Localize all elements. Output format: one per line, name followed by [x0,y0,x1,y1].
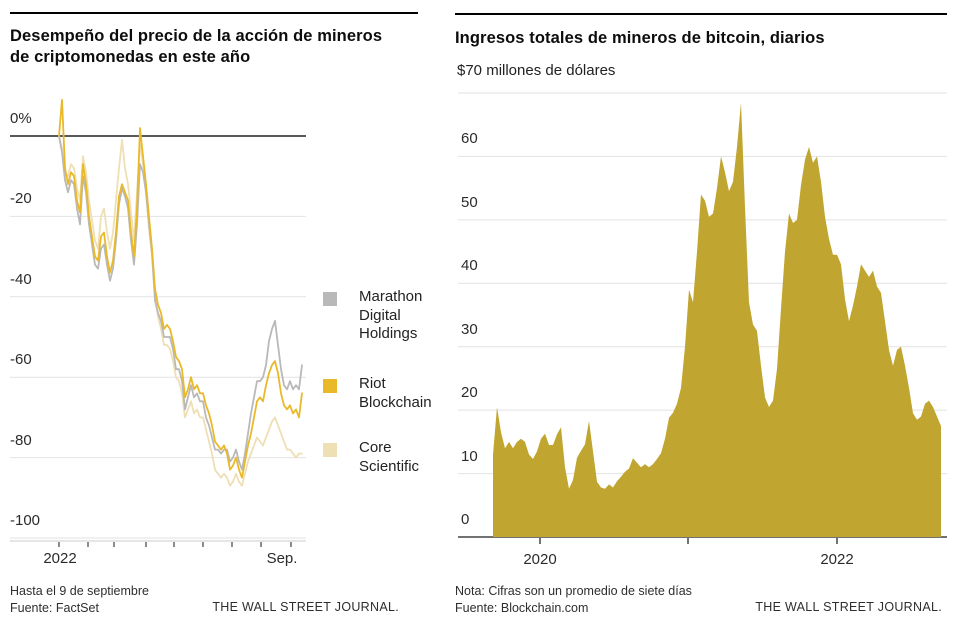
right-y-tick-label: 30 [461,320,478,338]
legend-item-marathon: Marathon Digital Holdings [323,288,447,344]
right-y-tick-label: 0 [461,511,470,528]
right-y-tick-label: 60 [461,130,478,148]
right-y-tick-label: 20 [461,384,478,402]
left-chart-title: Desempeño del precio de la acción de min… [10,27,383,66]
left-y-tick-label: -60 [10,351,32,369]
left-y-tick-label: -20 [10,190,32,208]
left-footnote-source: Fuente: FactSet [10,601,99,615]
left-y-tick-label: 0% [10,110,32,127]
marathon-swatch [323,292,337,306]
right-x-axis-label-2022: 2022 [820,551,854,568]
left-y-tick-label: -40 [10,270,32,288]
legend-item-riot: Riot Blockchain [323,375,447,412]
left-y-tick-label: -80 [10,431,32,449]
right-chart-title: Ingresos totales de mineros de bitcoin, … [455,29,825,47]
right-y-tick-label: 10 [461,447,478,465]
left-y-tick-label: -100 [10,512,41,529]
bitcoin-revenue-area [493,102,941,537]
marathon-label: Marathon Digital Holdings [359,288,423,342]
right-y-tick-label: 50 [461,193,478,211]
legend-item-core: Core Scientific [323,439,447,476]
riot-swatch [323,379,337,393]
series-line-0 [58,135,303,471]
right-footnote-source: Fuente: Blockchain.com [455,601,589,615]
left-top-rule [10,12,418,14]
core-swatch [323,443,337,457]
left-x-axis-label-sep: Sep. [266,550,298,567]
right-x-axis-label-2020: 2020 [523,551,557,568]
left-wsj-credit: THE WALL STREET JOURNAL. [212,600,399,614]
riot-label: Riot Blockchain [359,375,432,411]
right-wsj-credit: THE WALL STREET JOURNAL. [755,600,942,614]
right-y-tick-label: 40 [461,257,478,275]
right-top-rule [455,13,947,15]
right-footnote-note: Nota: Cifras son un promedio de siete dí… [455,584,692,598]
core-label: Core Scientific [359,439,420,475]
right-chart-unit-label: $70 millones de dólares [457,62,616,79]
series-line-2 [58,135,303,487]
left-x-axis-label-2022: 2022 [43,550,77,567]
series-line-1 [58,98,303,479]
left-footnote-asof: Hasta el 9 de septiembre [10,584,149,598]
